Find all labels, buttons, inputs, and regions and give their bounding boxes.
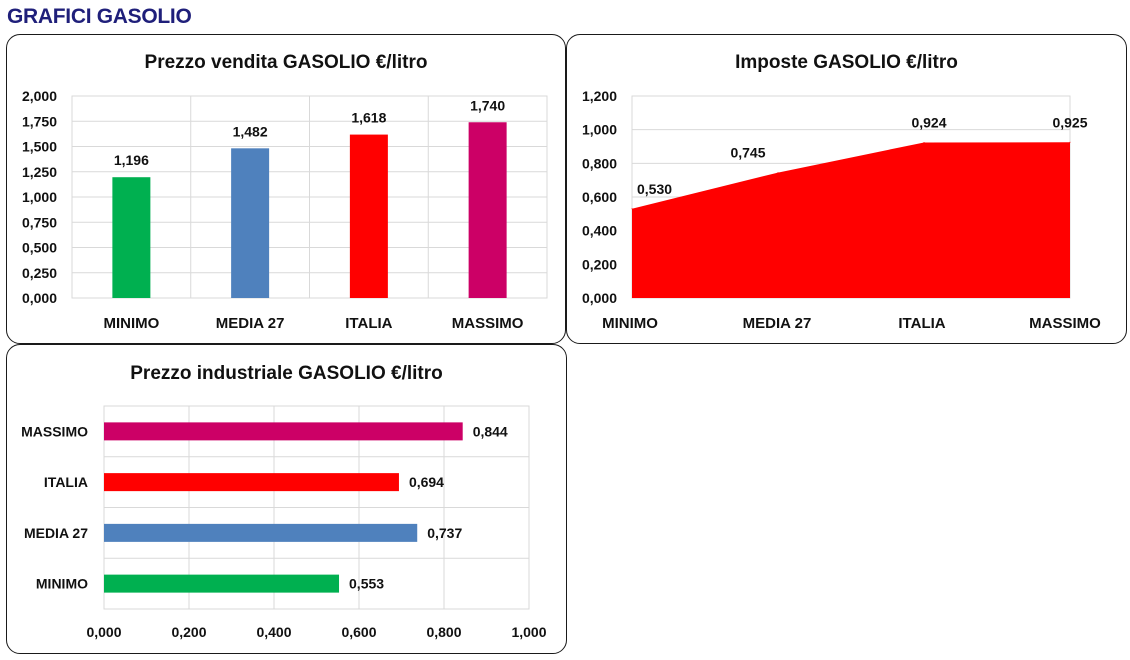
y-tick-label: MINIMO [36, 576, 88, 592]
y-tick-label: MEDIA 27 [24, 525, 88, 541]
data-label: 0,553 [349, 576, 384, 592]
x-tick-label: 0,400 [256, 624, 291, 640]
page-title: GRAFICI GASOLIO [7, 5, 192, 28]
area-point [1069, 141, 1071, 143]
y-tick-label: 0,600 [582, 189, 617, 205]
x-tick-label: 1,000 [511, 624, 546, 640]
y-tick-label: 0,000 [22, 290, 57, 306]
x-tick-label: MINIMO [602, 315, 658, 332]
chart-title-industrial-price: Prezzo industriale GASOLIO €/litro [130, 363, 443, 384]
bar-minimo [104, 574, 340, 593]
x-tick-label: 0,600 [341, 624, 376, 640]
y-tick-label: 0,000 [582, 290, 617, 306]
y-tick-label: 0,250 [22, 265, 57, 281]
area-chart-taxes: 0,000 0,200 0,400 0,600 0,800 1,000 1,200 0,530… [582, 88, 1101, 332]
y-tick-label: 1,500 [22, 139, 57, 155]
bar-massimo [468, 122, 507, 298]
y-tick-label: 0,750 [22, 214, 57, 230]
x-tick-label: MEDIA 27 [216, 315, 285, 332]
x-tick-label: 0,000 [86, 624, 121, 640]
x-tick-label: MINIMO [103, 315, 159, 332]
data-label: 1,482 [233, 123, 268, 139]
bar-italia [349, 134, 388, 298]
y-tick-label: 0,200 [582, 256, 617, 272]
y-tick-label: 1,000 [582, 122, 617, 138]
y-tick-label: 1,000 [22, 189, 57, 205]
y-tick-label: 0,800 [582, 155, 617, 171]
y-tick-label: 1,200 [582, 88, 617, 104]
area-point [777, 172, 779, 174]
hbar-chart-industrial-price: 0,000 0,200 0,400 0,600 0,800 1,000 0,844 MASSI… [21, 405, 547, 640]
bar-chart-selling-price: 0,000 0,250 0,500 0,750 1,000 1,250 1,500 1,750… [22, 88, 548, 332]
x-tick-label: ITALIA [898, 315, 945, 332]
y-tick-label: ITALIA [44, 474, 88, 490]
data-label: 1,618 [351, 110, 386, 126]
data-label: 0,844 [473, 423, 508, 439]
data-label: 0,925 [1052, 114, 1087, 130]
data-label: 0,745 [730, 145, 765, 161]
x-tick-label: ITALIA [345, 315, 392, 332]
data-label: 0,694 [409, 474, 444, 490]
chart-panel-selling-price: Prezzo vendita GASOLIO €/litro 0,000 0,25… [6, 34, 566, 344]
y-tick-label: 2,000 [22, 88, 57, 104]
area-series [632, 142, 1070, 298]
bar-media-27 [231, 148, 270, 298]
data-label: 0,924 [911, 114, 946, 130]
x-tick-label: MASSIMO [1029, 315, 1101, 332]
chart-title-selling-price: Prezzo vendita GASOLIO €/litro [144, 52, 428, 73]
x-tick-label: 0,800 [426, 624, 461, 640]
area-point [631, 208, 633, 210]
y-tick-label: 1,750 [22, 113, 57, 129]
y-tick-label: MASSIMO [21, 423, 88, 439]
data-label: 0,737 [427, 525, 462, 541]
chart-title-taxes: Imposte GASOLIO €/litro [735, 52, 958, 73]
chart-panel-industrial-price: Prezzo industriale GASOLIO €/litro 0,000… [6, 344, 567, 654]
bar-massimo [104, 422, 463, 441]
bar-minimo [112, 177, 151, 298]
bar-media-27 [104, 523, 418, 542]
bar-italia [104, 473, 399, 492]
y-tick-label: 0,400 [582, 223, 617, 239]
x-tick-label: MASSIMO [452, 315, 524, 332]
area-point [923, 141, 925, 143]
data-label: 1,740 [470, 97, 505, 113]
y-tick-label: 0,500 [22, 240, 57, 256]
data-label: 1,196 [114, 152, 149, 168]
x-tick-label: 0,200 [171, 624, 206, 640]
x-tick-label: MEDIA 27 [743, 315, 812, 332]
chart-panel-taxes: Imposte GASOLIO €/litro 0,000 0,200 0,400 0… [566, 34, 1127, 344]
data-label: 0,530 [637, 181, 672, 197]
y-tick-label: 1,250 [22, 164, 57, 180]
